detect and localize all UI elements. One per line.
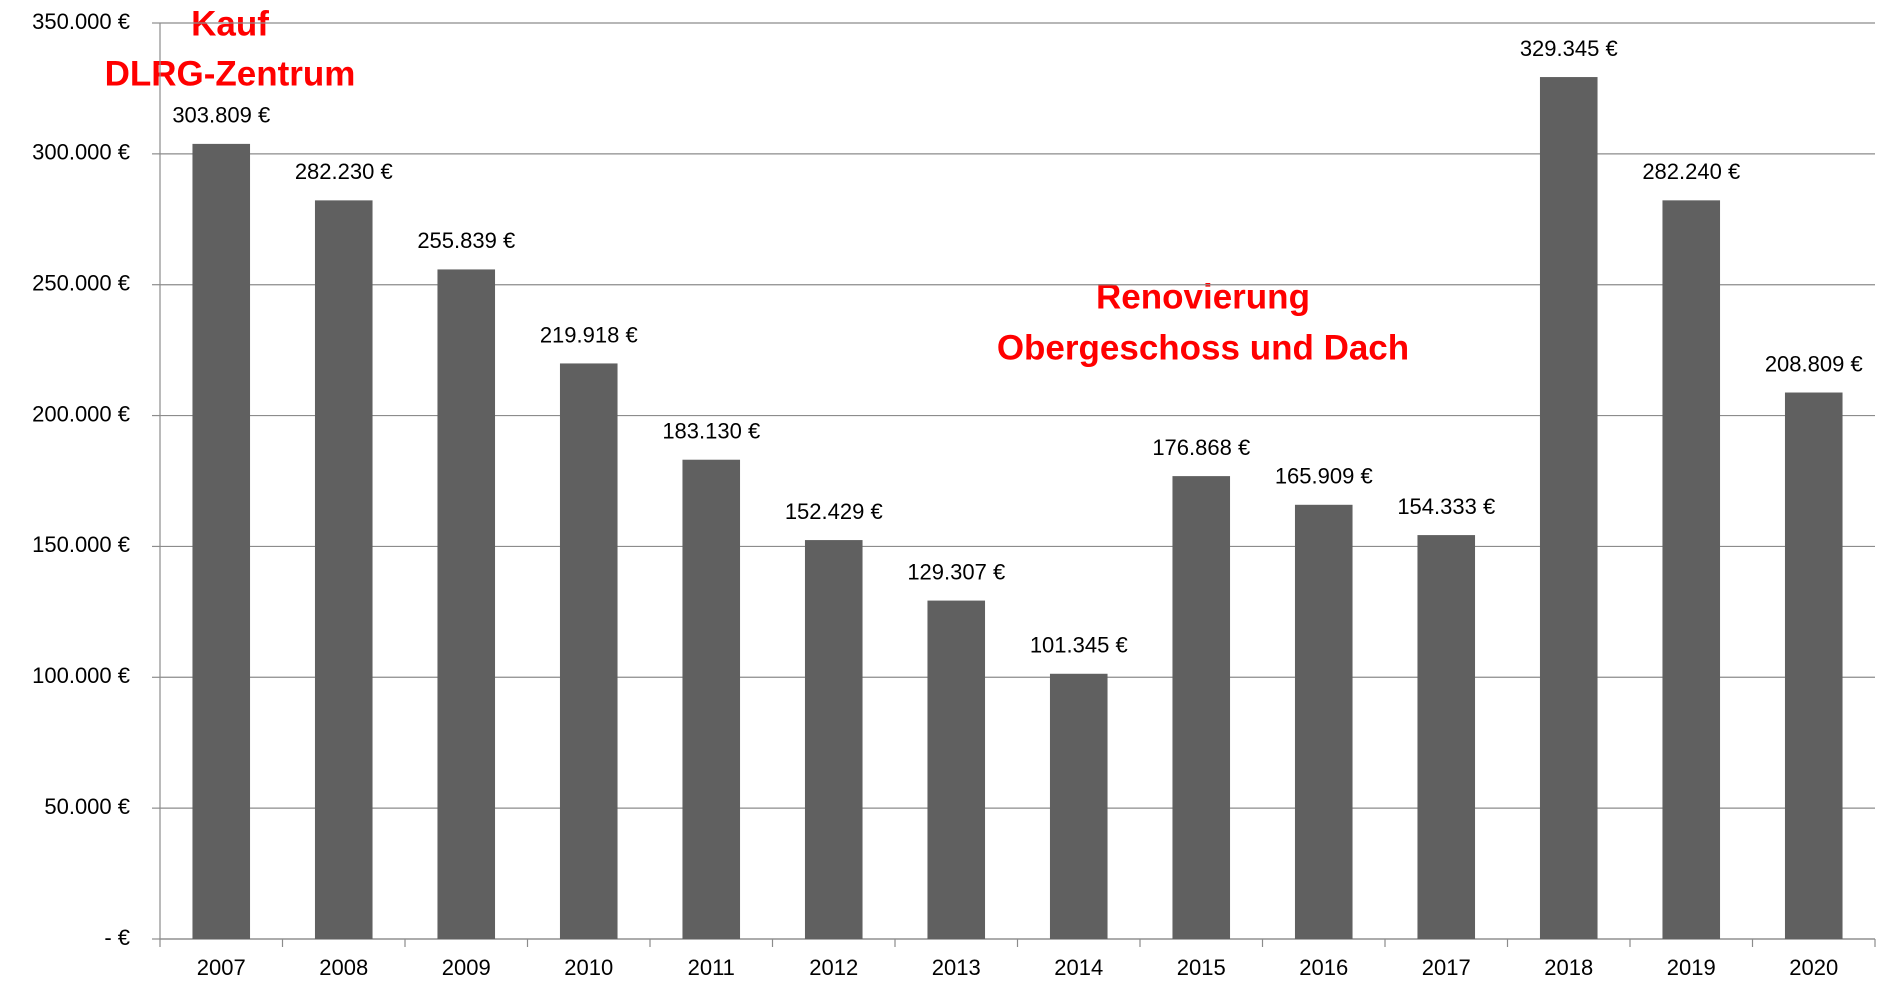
data-label: 303.809 € xyxy=(172,103,270,128)
bar xyxy=(1294,504,1353,939)
x-tick-label: 2017 xyxy=(1422,955,1471,980)
x-tick-label: 2012 xyxy=(809,955,858,980)
data-label: 255.839 € xyxy=(417,228,515,253)
x-tick-label: 2011 xyxy=(688,955,735,980)
annotation: Obergeschoss und Dach xyxy=(997,328,1409,367)
annotation: DLRG-Zentrum xyxy=(105,54,356,93)
data-label: 282.230 € xyxy=(295,159,393,184)
bar xyxy=(927,600,986,939)
bar xyxy=(1417,535,1476,939)
data-label: 154.333 € xyxy=(1397,494,1495,519)
bar xyxy=(804,540,863,939)
bar xyxy=(192,143,251,940)
x-tick-label: 2014 xyxy=(1054,955,1103,980)
y-tick-label: 350.000 € xyxy=(32,9,130,34)
x-tick-label: 2009 xyxy=(442,955,491,980)
x-tick-label: 2020 xyxy=(1789,955,1838,980)
y-tick-label: 50.000 € xyxy=(44,794,130,819)
y-tick-label: 250.000 € xyxy=(32,271,130,296)
data-label: 282.240 € xyxy=(1642,159,1740,184)
bar xyxy=(1172,476,1231,939)
data-label: 165.909 € xyxy=(1275,464,1373,489)
x-tick-label: 2007 xyxy=(197,955,246,980)
x-tick-label: 2010 xyxy=(564,955,613,980)
data-label: 208.809 € xyxy=(1765,351,1863,376)
x-tick-label: 2018 xyxy=(1544,955,1593,980)
x-tick-label: 2013 xyxy=(932,955,981,980)
data-label: 329.345 € xyxy=(1520,36,1618,61)
bar xyxy=(1539,77,1598,940)
y-tick-label: - € xyxy=(104,925,130,950)
y-tick-label: 200.000 € xyxy=(32,401,130,426)
bar xyxy=(437,269,496,939)
annotation: Renovierung xyxy=(1096,277,1310,316)
data-label: 183.130 € xyxy=(662,419,760,444)
bar xyxy=(1049,673,1108,939)
data-label: 219.918 € xyxy=(540,322,638,347)
x-tick-label: 2019 xyxy=(1667,955,1716,980)
bar xyxy=(1784,392,1843,939)
bar xyxy=(1662,200,1721,940)
x-tick-label: 2016 xyxy=(1299,955,1348,980)
bar xyxy=(559,363,618,939)
x-tick-label: 2015 xyxy=(1177,955,1226,980)
y-tick-label: 300.000 € xyxy=(32,140,130,165)
data-label: 152.429 € xyxy=(785,499,883,524)
annotation: Kauf xyxy=(191,4,269,43)
y-tick-label: 150.000 € xyxy=(32,532,130,557)
data-label: 176.868 € xyxy=(1152,435,1250,460)
data-label: 101.345 € xyxy=(1030,633,1128,658)
y-tick-label: 100.000 € xyxy=(32,663,130,688)
data-label: 129.307 € xyxy=(907,559,1005,584)
bar xyxy=(682,459,741,939)
bar xyxy=(314,200,373,939)
x-tick-label: 2008 xyxy=(319,955,368,980)
